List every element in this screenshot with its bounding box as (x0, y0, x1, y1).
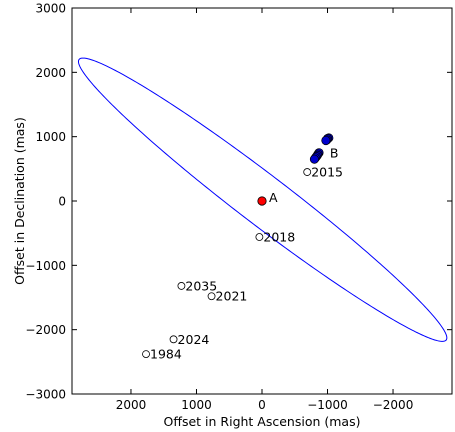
observed-point (321, 135, 331, 146)
primary-label: A (269, 190, 278, 205)
x-tick-label: 2000 (116, 398, 147, 412)
predicted-label: 1984 (150, 347, 182, 362)
x-tick-label: −1000 (307, 398, 348, 412)
y-tick-label: −1000 (25, 259, 66, 273)
predicted-label: 2018 (263, 230, 295, 245)
predicted-point (177, 282, 186, 290)
predicted-point (303, 168, 312, 176)
observed-label: B (330, 146, 339, 161)
y-tick-label: 1000 (35, 130, 66, 144)
predicted-label: 2035 (185, 278, 217, 293)
predicted-point (142, 350, 150, 359)
x-tick-label: 1000 (181, 398, 212, 412)
x-tick-label: −2000 (373, 398, 414, 412)
predicted-label: 2015 (311, 165, 343, 180)
orbit-layer (77, 57, 448, 342)
axis-ticks: 2000 1000 0 −1000 −2000 3000 2000 1000 0 −1000 −20… (25, 2, 452, 412)
x-axis-label: Offset in Right Ascension (mas) (164, 414, 361, 429)
y-axis-label: Offset in Declination (mas) (12, 117, 27, 285)
y-tick-label: 2000 (35, 66, 66, 80)
predicted-label: 2021 (216, 289, 248, 304)
y-tick-label: 0 (58, 195, 66, 209)
predicted-point (207, 292, 216, 301)
y-tick-label: 3000 (35, 2, 66, 16)
predicted-point (255, 233, 264, 241)
predicted-label: 2024 (178, 332, 210, 347)
primary-star (257, 196, 267, 206)
observed-point (309, 154, 319, 164)
predicted-point (169, 335, 178, 344)
x-tick-label: 0 (258, 398, 266, 412)
orbit-ellipse (77, 57, 448, 342)
y-tick-label: −2000 (25, 323, 66, 337)
y-tick-label: −3000 (25, 388, 66, 402)
